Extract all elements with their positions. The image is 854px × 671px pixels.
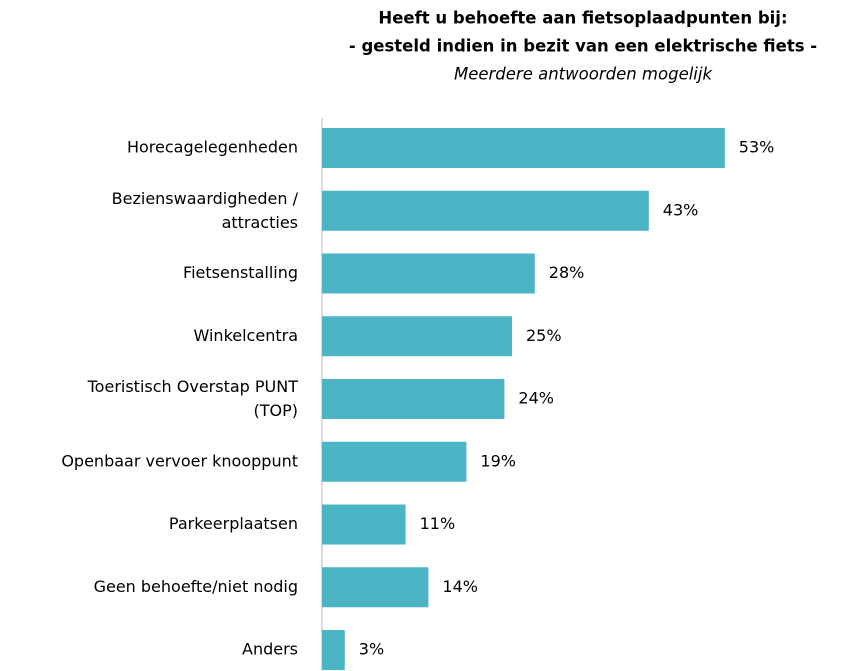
data-label: 14% <box>442 577 478 596</box>
y-tick-label: Anders <box>242 640 298 659</box>
bar <box>322 190 649 231</box>
bar <box>322 253 535 294</box>
bar <box>322 630 345 670</box>
bar <box>322 316 512 357</box>
data-label: 19% <box>480 451 516 470</box>
data-label: 11% <box>420 514 456 533</box>
data-label: 25% <box>526 326 562 345</box>
bar <box>322 567 429 608</box>
data-label: 3% <box>359 640 384 659</box>
data-label: 24% <box>518 389 554 408</box>
y-tick-label: Bezienswaardigheden / attracties <box>112 188 299 231</box>
y-tick-label: Toeristisch Overstap PUNT (TOP) <box>87 377 299 420</box>
y-tick-label: Parkeerplaatsen <box>169 514 298 533</box>
y-tick-label: Horecagelegenheden <box>127 138 298 157</box>
chart-title: Heeft u behoefte aan fietsoplaadpunten b… <box>378 9 787 28</box>
chart-subtitle: Meerdere antwoorden mogelijk <box>454 65 714 84</box>
y-tick-label: Fietsenstalling <box>183 263 298 282</box>
bar <box>322 128 725 168</box>
data-label: 28% <box>549 263 585 282</box>
data-label: 53% <box>739 138 775 157</box>
bar <box>322 441 467 482</box>
y-tick-label: Geen behoefte/niet nodig <box>94 577 298 596</box>
bar <box>322 379 505 419</box>
y-tick-label: Winkelcentra <box>194 326 298 345</box>
chart-title: - gesteld indien in bezit van een elektr… <box>349 37 817 56</box>
data-label: 43% <box>663 200 699 219</box>
bar <box>322 504 406 545</box>
y-tick-label: Openbaar vervoer knooppunt <box>61 451 298 470</box>
